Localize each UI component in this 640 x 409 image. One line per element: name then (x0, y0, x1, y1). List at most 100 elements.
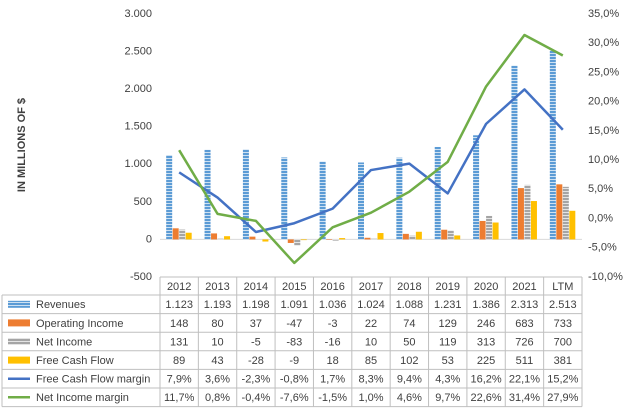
table-value: 733 (554, 318, 572, 330)
y-tick-label: 2.500 (124, 45, 152, 57)
table-value: 2.313 (511, 299, 539, 311)
bar (242, 149, 249, 240)
table-value: 1.036 (319, 299, 347, 311)
table-value: 4,3% (435, 374, 460, 386)
bar (562, 186, 569, 240)
table-value: 1.198 (242, 299, 270, 311)
bar (294, 239, 301, 246)
bar (166, 155, 173, 240)
x-tick-label: 2020 (474, 281, 498, 293)
y-tick-label: -500 (130, 271, 152, 283)
y2-tick-label: 15,0% (588, 125, 619, 137)
table-value: 1,7% (320, 374, 345, 386)
y-tick-label: 500 (134, 196, 152, 208)
bar (300, 239, 307, 241)
table-value: 1.024 (357, 299, 385, 311)
table-value: 31,4% (509, 392, 540, 404)
bar (441, 229, 448, 240)
bar (204, 149, 211, 240)
bar (530, 201, 537, 240)
table-value: 11,7% (164, 392, 195, 404)
bar (217, 238, 224, 240)
table-value: 9,7% (435, 392, 460, 404)
table-value: 225 (477, 355, 495, 367)
y2-tick-label: 0,0% (588, 212, 613, 224)
y2-tick-label: 20,0% (588, 96, 619, 108)
bar (415, 231, 422, 240)
legend-swatch (8, 319, 30, 327)
table-value: 8,3% (358, 374, 383, 386)
legend-swatch (8, 338, 30, 345)
y2-tick-label: -10,0% (588, 271, 623, 283)
table-value: 15,2% (547, 374, 578, 386)
legend-label: Net Income margin (36, 392, 129, 404)
bar (524, 184, 531, 240)
legend-label: Net Income (36, 336, 92, 348)
table-value: 726 (515, 336, 533, 348)
bar (454, 235, 461, 240)
bar (339, 238, 346, 240)
table-value: -28 (248, 355, 264, 367)
table-value: -16 (325, 336, 341, 348)
table-value: 119 (439, 336, 457, 348)
bar (409, 235, 416, 240)
table-value: 4,6% (397, 392, 422, 404)
table-value: 683 (515, 318, 533, 330)
table-value: -2,3% (242, 374, 271, 386)
table-value: 16,2% (470, 374, 501, 386)
y2-tick-label: 5,0% (588, 183, 613, 195)
x-tick-label: 2018 (397, 281, 421, 293)
bar (287, 239, 294, 243)
table-value: 102 (400, 355, 418, 367)
legend-swatch (8, 300, 30, 308)
bar (371, 238, 377, 240)
table-value: 18 (327, 355, 339, 367)
bar (281, 157, 288, 240)
x-tick-label: 2015 (282, 281, 306, 293)
table-value: 1.386 (472, 299, 500, 311)
bar (556, 184, 563, 240)
table-value: 50 (403, 336, 415, 348)
line (178, 33, 564, 265)
table-value: 43 (211, 355, 223, 367)
table-value: -47 (286, 318, 302, 330)
bar (549, 50, 556, 240)
table-value: 1.231 (434, 299, 462, 311)
bar (364, 237, 371, 240)
legend-label: Revenues (36, 299, 86, 311)
table-value: 381 (554, 355, 572, 367)
table-value: 22 (365, 318, 377, 330)
table-value: -5 (251, 336, 261, 348)
table-value: 1.123 (165, 299, 193, 311)
table-value: 22,6% (470, 392, 501, 404)
table-value: 246 (477, 318, 495, 330)
x-tick-label: 2014 (244, 281, 268, 293)
y-axis-label: IN MILLIONS OF $ (16, 98, 28, 192)
table-value: -3 (328, 318, 338, 330)
y2-tick-label: 25,0% (588, 66, 619, 78)
bar (249, 236, 256, 240)
y2-tick-label: 10,0% (588, 154, 619, 166)
table-value: 89 (173, 355, 185, 367)
bar (447, 230, 454, 240)
x-tick-label: 2013 (205, 281, 229, 293)
table-value: 3,6% (205, 374, 230, 386)
table-value: 700 (554, 336, 572, 348)
table-value: 131 (170, 336, 188, 348)
table-value: 1.193 (204, 299, 232, 311)
y-tick-label: 3.000 (124, 8, 152, 20)
y-tick-label: 1.500 (124, 121, 152, 133)
x-tick-label: LTM (552, 281, 573, 293)
legend-label: Operating Income (36, 318, 123, 330)
bar (358, 162, 364, 240)
table-value: 80 (211, 318, 223, 330)
bar (179, 229, 186, 240)
x-tick-label: 2021 (512, 281, 536, 293)
x-tick-label: 2016 (320, 281, 344, 293)
bar (172, 228, 179, 240)
y-tick-label: 2.000 (124, 83, 152, 95)
table-value: 1.091 (281, 299, 309, 311)
x-tick-label: 2012 (167, 281, 191, 293)
table-value: 27,9% (547, 392, 578, 404)
